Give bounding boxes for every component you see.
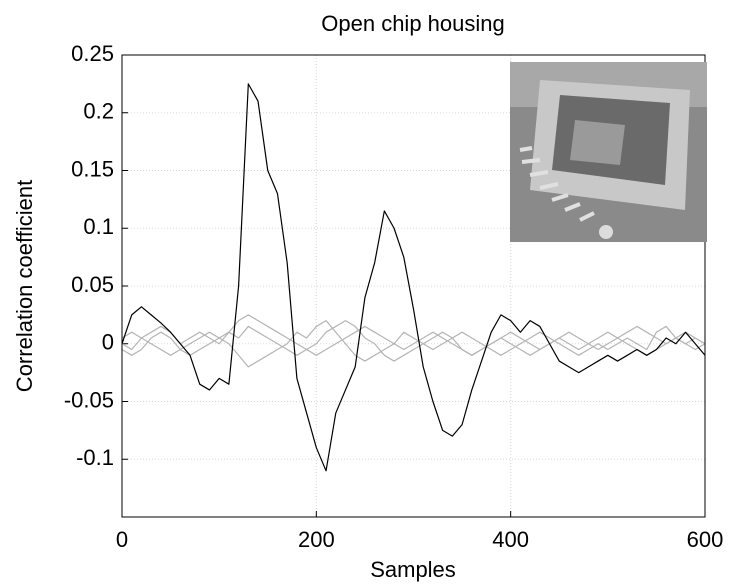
chart-title: Open chip housing	[321, 11, 504, 36]
y-tick-label: 0.25	[71, 41, 114, 66]
x-tick-label: 200	[298, 527, 335, 552]
x-axis-label: Samples	[370, 557, 456, 582]
data-line	[121, 83, 706, 472]
x-tick-label: 0	[116, 527, 128, 552]
data-line	[121, 320, 706, 368]
y-tick-label: 0.15	[71, 156, 114, 181]
axes-box	[121, 54, 706, 518]
x-tick-label: 600	[687, 527, 724, 552]
inset-photo	[510, 62, 707, 242]
plot-area: -0.1 -0.05 0 0.05 0.1 0.15 0.2 0.25 0 200 400 600	[64, 41, 724, 552]
y-axis-label: Correlation coefficient	[12, 180, 37, 392]
y-tick-label: -0.1	[76, 445, 114, 470]
y-tick-label: 0.2	[83, 99, 114, 124]
y-tick-label: 0.1	[83, 214, 114, 239]
x-tick-label: 400	[492, 527, 529, 552]
data-line	[121, 320, 706, 362]
y-tick-label: -0.05	[64, 387, 114, 412]
y-tick-label: 0	[102, 330, 114, 355]
y-tick-label: 0.05	[71, 272, 114, 297]
